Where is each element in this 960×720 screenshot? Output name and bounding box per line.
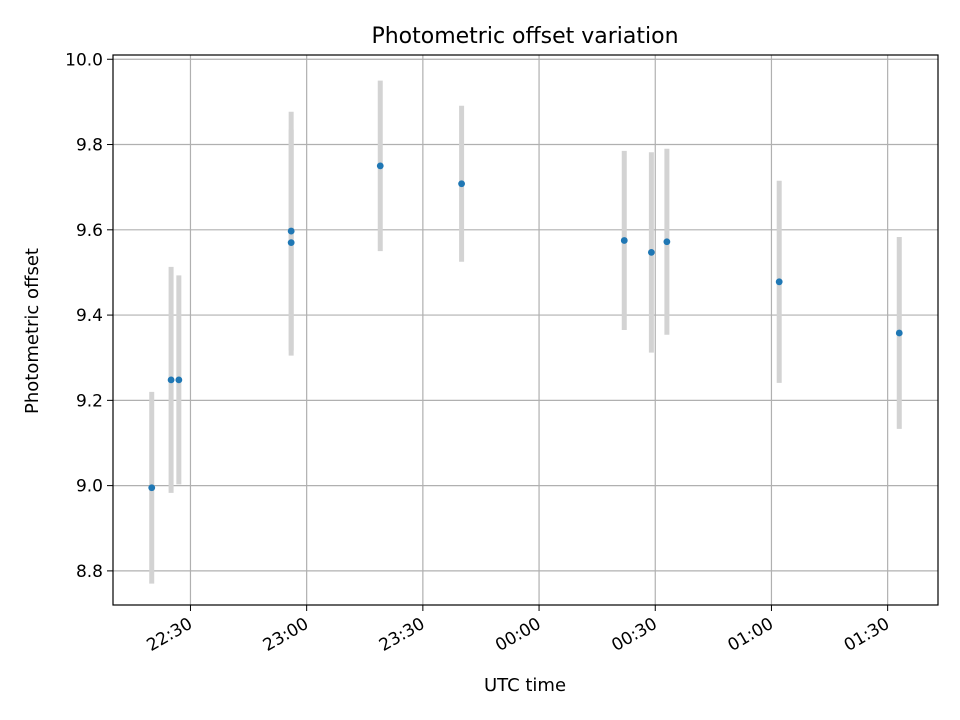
data-point [895, 329, 903, 337]
x-tick-label: 22:30 [144, 614, 196, 656]
x-tick-label: 23:00 [260, 614, 312, 656]
x-tick-label: 23:30 [376, 614, 428, 656]
data-point [148, 484, 156, 492]
y-tick-label: 10.0 [65, 50, 103, 70]
data-point [458, 180, 465, 188]
error-bars [149, 80, 902, 584]
y-axis-ticks: 8.8 9.0 9.2 9.4 9.6 9.8 10.0 [65, 50, 113, 582]
data-point [647, 249, 655, 256]
y-tick-label: 9.2 [76, 391, 103, 411]
x-tick-label: 00:30 [608, 614, 660, 656]
x-axis-ticks: 22:30 23:00 23:30 00:00 00:30 01:00 01:30 [144, 605, 893, 656]
x-axis-label: UTC time [484, 675, 566, 696]
y-tick-label: 9.4 [76, 306, 103, 326]
y-axis-label: Photometric offset [22, 248, 43, 414]
y-tick-label: 9.0 [76, 477, 103, 497]
data-points [148, 162, 903, 492]
y-tick-label: 9.8 [76, 136, 103, 156]
x-tick-label: 01:00 [725, 614, 777, 656]
y-tick-label: 9.6 [76, 221, 103, 241]
data-point [175, 376, 183, 384]
data-point [775, 278, 783, 286]
data-point [376, 162, 384, 170]
plot-frame [112, 54, 939, 606]
data-point [663, 238, 671, 246]
x-tick-label: 00:00 [492, 614, 544, 656]
y-tick-label: 8.8 [76, 562, 103, 582]
data-point [287, 239, 295, 246]
data-point [167, 376, 175, 384]
x-tick-label: 01:30 [841, 614, 893, 656]
chart-title: Photometric offset variation [371, 24, 678, 49]
data-point [620, 237, 628, 244]
data-point [287, 227, 295, 235]
grid [113, 55, 938, 605]
